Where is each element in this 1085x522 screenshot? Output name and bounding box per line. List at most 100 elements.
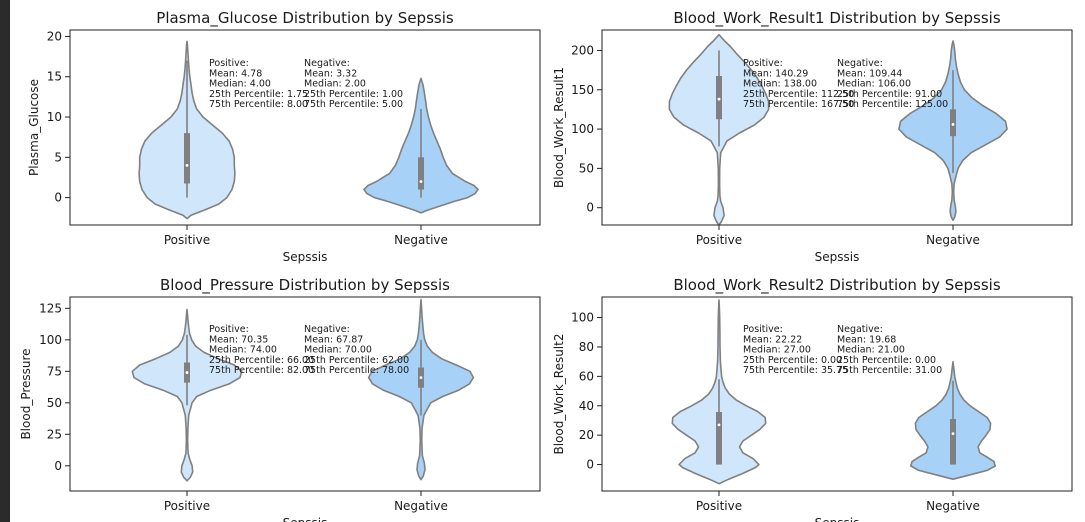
axes-frame bbox=[69, 296, 541, 492]
violin-iqr-box bbox=[950, 418, 956, 465]
annotation-positive-line: 75th Percentile: 8.00 bbox=[209, 99, 308, 110]
y-tick-label: 100 bbox=[571, 122, 594, 136]
annotation-positive-line: Median: 27.00 bbox=[743, 345, 811, 356]
y-tick-label: 0 bbox=[54, 459, 62, 473]
y-tick-label: 60 bbox=[579, 369, 594, 383]
annotation-negative-line: 75th Percentile: 31.00 bbox=[837, 365, 942, 376]
x-tick-label-positive: Positive bbox=[164, 499, 210, 513]
chart-panel-1: Plasma_Glucose Distribution by Sepssis 0 5… bbox=[27, 9, 541, 264]
y-tick-label: 20 bbox=[579, 428, 594, 442]
annotation-negative-line: Mean: 19.68 bbox=[837, 334, 896, 345]
chart-title: Blood_Pressure Distribution by Sepssis bbox=[160, 276, 450, 295]
annotation-positive-line: Positive: bbox=[209, 324, 249, 335]
x-axis-label: Sepssis bbox=[815, 250, 860, 264]
annotation-negative-line: Median: 2.00 bbox=[304, 79, 366, 90]
y-tick-label: 50 bbox=[47, 396, 62, 410]
annotation-negative-line: 75th Percentile: 78.00 bbox=[304, 365, 409, 376]
annotation-positive-line: 25th Percentile: 1.75 bbox=[209, 89, 308, 100]
y-tick-label: 125 bbox=[39, 301, 62, 315]
y-tick-label: 80 bbox=[579, 340, 594, 354]
annotation-negative-line: Mean: 109.44 bbox=[837, 68, 902, 79]
annotation-negative-line: Negative: bbox=[837, 58, 883, 69]
annotation-negative-line: Mean: 67.87 bbox=[304, 334, 363, 345]
annotation-positive-line: Median: 138.00 bbox=[743, 79, 817, 90]
x-tick-label-positive: Positive bbox=[696, 499, 742, 513]
window-edge bbox=[0, 0, 10, 522]
chart-panel-4: Blood_Work_Result2 Distribution by Sepss… bbox=[552, 276, 1073, 522]
violin-iqr-box bbox=[716, 75, 722, 120]
x-tick-label-negative: Negative bbox=[394, 233, 448, 247]
y-tick-label: 25 bbox=[47, 427, 62, 441]
annotation-negative-line: Median: 21.00 bbox=[837, 345, 905, 356]
x-tick-label-negative: Negative bbox=[926, 499, 980, 513]
x-tick-label-negative: Negative bbox=[926, 233, 980, 247]
annotation-positive-line: 25th Percentile: 0.00 bbox=[743, 355, 842, 366]
y-axis-label: Blood_Work_Result2 bbox=[552, 334, 566, 455]
y-tick-label: 0 bbox=[54, 191, 62, 205]
annotation-positive-line: 75th Percentile: 167.50 bbox=[743, 99, 854, 110]
violin-median-dot bbox=[419, 376, 423, 380]
chart-title: Plasma_Glucose Distribution by Sepssis bbox=[156, 9, 454, 28]
chart-panel-3: Blood_Pressure Distribution by Sepssis 0 2… bbox=[19, 276, 541, 522]
axes-frame bbox=[601, 29, 1073, 226]
annotation-negative-line: Negative: bbox=[304, 58, 350, 69]
y-tick-label: 100 bbox=[39, 333, 62, 347]
violin-median-dot bbox=[419, 180, 423, 183]
violin-iqr-box bbox=[950, 109, 956, 137]
annotation-positive-line: Positive: bbox=[209, 58, 249, 69]
annotation-positive-line: Positive: bbox=[743, 58, 783, 69]
annotation-positive-line: Positive: bbox=[743, 324, 783, 335]
y-tick-label: 10 bbox=[47, 110, 62, 124]
annotation-negative-line: Median: 106.00 bbox=[837, 79, 911, 90]
violin-iqr-box bbox=[716, 412, 722, 465]
annotation-negative-line: 75th Percentile: 5.00 bbox=[304, 99, 403, 110]
annotation-positive-line: Mean: 4.78 bbox=[209, 68, 262, 79]
y-tick-label: 5 bbox=[54, 150, 62, 164]
y-tick-label: 100 bbox=[571, 311, 594, 325]
annotation-positive-line: Median: 74.00 bbox=[209, 345, 277, 356]
violin-median-dot bbox=[951, 122, 955, 126]
y-tick-label: 40 bbox=[579, 399, 594, 413]
violin-median-dot bbox=[185, 371, 189, 374]
violin-median-dot bbox=[717, 423, 721, 427]
x-tick-label-positive: Positive bbox=[696, 233, 742, 247]
axes-frame bbox=[69, 29, 541, 226]
chart-panel-2: Blood_Work_Result1 Distribution by Sepss… bbox=[552, 9, 1073, 264]
annotation-positive-line: 25th Percentile: 112.50 bbox=[743, 89, 854, 100]
x-axis-label: Sepssis bbox=[815, 516, 860, 522]
annotation-negative-line: 25th Percentile: 91.00 bbox=[837, 89, 942, 100]
annotation-negative-line: 25th Percentile: 0.00 bbox=[837, 355, 936, 366]
annotation-positive-line: 75th Percentile: 35.75 bbox=[743, 365, 848, 376]
violin-median-dot bbox=[717, 97, 721, 101]
y-tick-label: 20 bbox=[47, 29, 62, 43]
chart-title: Blood_Work_Result1 Distribution by Sepss… bbox=[673, 9, 1000, 28]
annotation-negative-line: Mean: 3.32 bbox=[304, 68, 357, 79]
annotation-negative-line: Negative: bbox=[837, 324, 883, 335]
y-tick-label: 0 bbox=[586, 458, 594, 472]
annotation-positive-line: Mean: 22.22 bbox=[743, 334, 802, 345]
violin-figure: Plasma_Glucose Distribution by Sepssis 0 5… bbox=[19, 9, 1073, 522]
y-tick-label: 50 bbox=[579, 161, 594, 175]
x-tick-label-positive: Positive bbox=[164, 233, 210, 247]
y-axis-label: Blood_Work_Result1 bbox=[552, 67, 566, 188]
y-axis-label: Plasma_Glucose bbox=[27, 79, 41, 176]
annotation-negative-line: 75th Percentile: 125.00 bbox=[837, 99, 948, 110]
annotation-positive-line: Mean: 70.35 bbox=[209, 334, 268, 345]
annotation-negative-line: Negative: bbox=[304, 324, 350, 335]
annotation-positive-line: Mean: 140.29 bbox=[743, 68, 808, 79]
y-tick-label: 0 bbox=[586, 201, 594, 215]
annotation-negative-line: 25th Percentile: 1.00 bbox=[304, 89, 403, 100]
axes-frame bbox=[601, 296, 1073, 492]
y-tick-label: 150 bbox=[571, 83, 594, 97]
violin-median-dot bbox=[185, 163, 189, 167]
chart-title: Blood_Work_Result2 Distribution by Sepss… bbox=[673, 276, 1000, 295]
annotation-negative-line: Median: 70.00 bbox=[304, 345, 372, 356]
x-tick-label-negative: Negative bbox=[394, 499, 448, 513]
annotation-positive-line: 75th Percentile: 82.00 bbox=[209, 365, 314, 376]
annotation-negative-line: 25th Percentile: 62.00 bbox=[304, 355, 409, 366]
annotation-positive-line: Median: 4.00 bbox=[209, 79, 271, 90]
violin-median-dot bbox=[951, 432, 955, 436]
y-tick-label: 15 bbox=[47, 70, 62, 84]
x-axis-label: Sepssis bbox=[283, 250, 328, 264]
